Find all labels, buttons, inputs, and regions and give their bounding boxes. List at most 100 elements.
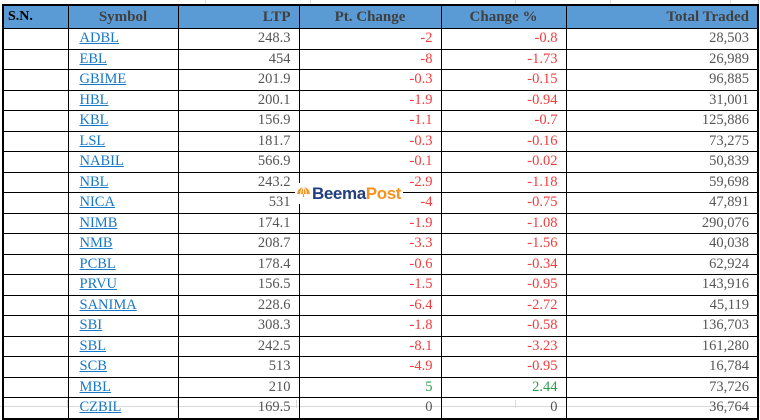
pt-change-cell: -2 (298, 28, 442, 50)
symbol-link[interactable]: SBI (79, 317, 103, 334)
ltp-cell: 156.5 (177, 274, 300, 296)
column-header-s-n: S.N. (2, 4, 69, 29)
sn-cell (2, 335, 69, 357)
symbol-link[interactable]: NMB (79, 235, 113, 252)
ltp-cell: 208.7 (177, 233, 300, 255)
total-traded-cell: 96,885 (565, 69, 759, 91)
brand-text-beema: Beema (312, 184, 366, 203)
total-traded-cell: 31,001 (565, 89, 759, 111)
table-row: SBL 242.5 -8.1 -3.23 161,280 (2, 335, 759, 357)
symbol-cell: NIMB (67, 212, 179, 234)
sn-cell (2, 315, 69, 337)
symbol-link[interactable]: NIMB (79, 214, 118, 231)
symbol-cell: NICA (67, 192, 179, 214)
total-traded-cell: 161,280 (565, 335, 759, 357)
ltp-cell: 531 (177, 192, 300, 214)
total-traded-cell: 125,886 (565, 110, 759, 132)
symbol-link[interactable]: SCB (79, 358, 107, 375)
symbol-cell: ADBL (67, 28, 179, 50)
symbol-cell: MBL (67, 376, 179, 398)
umbrella-icon (297, 187, 310, 197)
total-traded-cell: 143,916 (565, 274, 759, 296)
table-row: NIMB 174.1 -1.9 -1.08 290,076 (2, 212, 759, 234)
change-pct-cell: -0.16 (440, 130, 567, 152)
total-traded-cell: 28,503 (565, 28, 759, 50)
symbol-link[interactable]: HBL (79, 91, 109, 108)
ltp-cell: 181.7 (177, 130, 300, 152)
change-pct-cell: -0.75 (440, 192, 567, 214)
ltp-cell: 242.5 (177, 335, 300, 357)
symbol-link[interactable]: GBIME (79, 71, 127, 88)
column-header-change-%: Change % (440, 4, 567, 29)
table-row: PCBL 178.4 -0.6 -0.34 62,924 (2, 253, 759, 275)
change-pct-cell: 0 (440, 397, 567, 419)
table-row: SANIMA 228.6 -6.4 -2.72 45,119 (2, 294, 759, 316)
symbol-link[interactable]: PCBL (79, 255, 116, 272)
change-pct-cell: -0.34 (440, 253, 567, 275)
total-traded-cell: 26,989 (565, 48, 759, 70)
pt-change-cell: -8.1 (298, 335, 442, 357)
symbol-link[interactable]: NICA (79, 194, 115, 211)
pt-change-cell: -1.9 (298, 212, 442, 234)
ltp-cell: 210 (177, 376, 300, 398)
symbol-cell: NBL (67, 171, 179, 193)
pt-change-cell: -1.5 (298, 274, 442, 296)
symbol-link[interactable]: CZBIL (79, 399, 122, 416)
pt-change-cell: -8 (298, 48, 442, 70)
column-header-symbol: Symbol (67, 4, 179, 29)
sn-cell (2, 151, 69, 173)
total-traded-cell: 45,119 (565, 294, 759, 316)
ltp-cell: 178.4 (177, 253, 300, 275)
symbol-link[interactable]: NABIL (79, 153, 124, 170)
symbol-link[interactable]: EBL (79, 50, 107, 67)
total-traded-cell: 16,784 (565, 356, 759, 378)
gridline-stub (205, 0, 206, 4)
symbol-link[interactable]: ADBL (79, 30, 119, 47)
ltp-cell: 174.1 (177, 212, 300, 234)
symbol-cell: GBIME (67, 69, 179, 91)
table-row: SCB 513 -4.9 -0.95 16,784 (2, 356, 759, 378)
table-row: NMB 208.7 -3.3 -1.56 40,038 (2, 233, 759, 255)
symbol-cell: SCB (67, 356, 179, 378)
change-pct-cell: -0.95 (440, 274, 567, 296)
sn-cell (2, 233, 69, 255)
ltp-cell: 243.2 (177, 171, 300, 193)
pt-change-cell: -1.8 (298, 315, 442, 337)
pt-change-cell: -0.3 (298, 130, 442, 152)
pt-change-cell: -1.9 (298, 89, 442, 111)
symbol-link[interactable]: NBL (79, 173, 109, 190)
symbol-link[interactable]: SANIMA (79, 296, 137, 313)
symbol-link[interactable]: MBL (79, 378, 111, 395)
table-row: SBI 308.3 -1.8 -0.58 136,703 (2, 315, 759, 337)
total-traded-cell: 62,924 (565, 253, 759, 275)
sn-cell (2, 294, 69, 316)
pt-change-cell: 0 (298, 397, 442, 419)
symbol-cell: HBL (67, 89, 179, 111)
sn-cell (2, 28, 69, 50)
change-pct-cell: -0.94 (440, 89, 567, 111)
symbol-link[interactable]: KBL (79, 112, 109, 129)
table-row: NBL 243.2 -2.9 -1.18 59,698 (2, 171, 759, 193)
change-pct-cell: -0.02 (440, 151, 567, 173)
total-traded-cell: 73,726 (565, 376, 759, 398)
gridline-stub (730, 0, 731, 4)
symbol-cell: NABIL (67, 151, 179, 173)
symbol-link[interactable]: SBL (79, 337, 107, 354)
gridline-stub (610, 0, 611, 4)
ltp-cell: 566.9 (177, 151, 300, 173)
change-pct-cell: -1.18 (440, 171, 567, 193)
change-pct-cell: -0.8 (440, 28, 567, 50)
symbol-cell: SBL (67, 335, 179, 357)
table-row: CZBIL 169.5 0 0 36,764 (2, 397, 759, 419)
symbol-link[interactable]: LSL (79, 132, 106, 149)
symbol-cell: PRVU (67, 274, 179, 296)
total-traded-cell: 47,891 (565, 192, 759, 214)
table-row: EBL 454 -8 -1.73 26,989 (2, 48, 759, 70)
symbol-link[interactable]: PRVU (79, 276, 118, 293)
gridline-stub (310, 0, 311, 4)
sn-cell (2, 110, 69, 132)
change-pct-cell: -1.73 (440, 48, 567, 70)
total-traded-cell: 40,038 (565, 233, 759, 255)
change-pct-cell: -1.08 (440, 212, 567, 234)
symbol-cell: SANIMA (67, 294, 179, 316)
